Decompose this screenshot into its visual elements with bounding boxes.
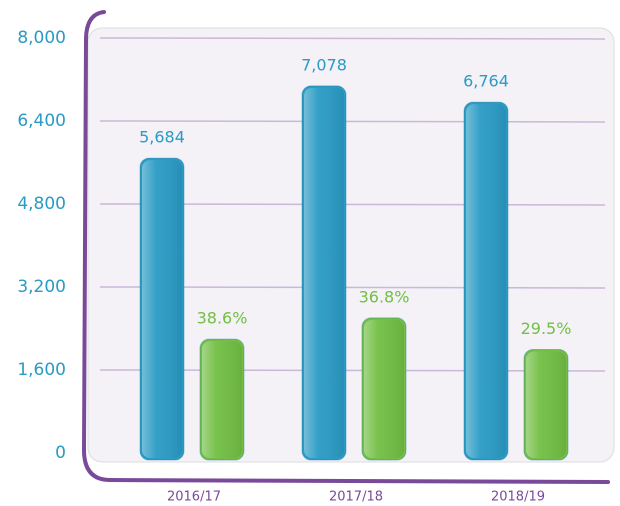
y-tick-label: 4,800: [17, 194, 66, 214]
bar-shine: [364, 319, 404, 458]
bar-shine: [202, 341, 242, 458]
bar-shine: [466, 104, 506, 459]
y-tick-label: 0: [55, 443, 66, 463]
x-tick-label: 2017/18: [329, 490, 383, 505]
y-tick-label: 3,200: [17, 277, 66, 297]
y-tick-label: 8,000: [17, 28, 66, 48]
bar-shine: [142, 160, 182, 458]
x-tick-label: 2018/19: [491, 490, 545, 505]
bar-shine: [526, 351, 566, 458]
x-tick-label: 2016/17: [167, 490, 221, 505]
value-label: 7,078: [301, 55, 347, 74]
value-label: 5,684: [139, 128, 185, 147]
grid-line: [99, 286, 606, 289]
grid-line: [99, 203, 606, 206]
y-tick-label: 1,600: [17, 360, 66, 380]
grid-line: [99, 369, 606, 372]
value-label: 36.8%: [359, 287, 410, 306]
y-tick-label: 6,400: [17, 111, 66, 131]
value-label: 6,764: [463, 72, 509, 91]
bar-shine: [304, 87, 344, 459]
value-label: 29.5%: [521, 319, 572, 338]
grid-line: [99, 120, 606, 123]
value-label: 38.6%: [197, 309, 248, 328]
plot-border: [81, 10, 610, 484]
grid-line: [99, 37, 606, 40]
